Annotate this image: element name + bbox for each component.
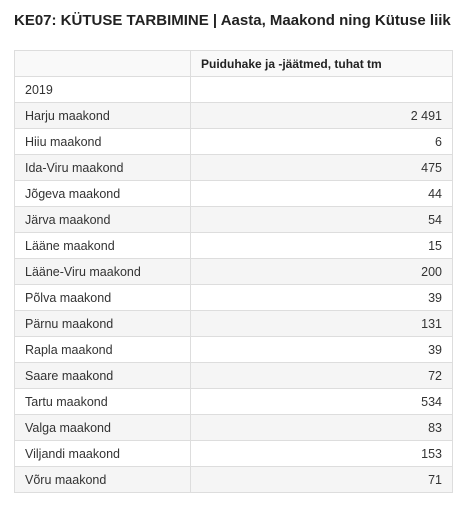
table-row: Jõgeva maakond 44 xyxy=(14,180,453,207)
region-label: Jõgeva maakond xyxy=(14,180,191,207)
region-label: Harju maakond xyxy=(14,102,191,129)
table-row: Pärnu maakond 131 xyxy=(14,310,453,337)
table-row: Lääne-Viru maakond 200 xyxy=(14,258,453,285)
region-value: 39 xyxy=(190,284,453,311)
region-value: 200 xyxy=(190,258,453,285)
region-label: Hiiu maakond xyxy=(14,128,191,155)
region-value: 475 xyxy=(190,154,453,181)
region-label: Tartu maakond xyxy=(14,388,191,415)
table-row: Hiiu maakond 6 xyxy=(14,128,453,155)
header-cell-fuel-type: Puiduhake ja -jäätmed, tuhat tm xyxy=(190,50,453,77)
table-row: Saare maakond 72 xyxy=(14,362,453,389)
region-label: Järva maakond xyxy=(14,206,191,233)
table-row: Põlva maakond 39 xyxy=(14,284,453,311)
table-row: Ida-Viru maakond 475 xyxy=(14,154,453,181)
data-table: Puiduhake ja -jäätmed, tuhat tm 2019 Har… xyxy=(14,50,453,493)
region-label: Võru maakond xyxy=(14,466,191,493)
region-label: Põlva maakond xyxy=(14,284,191,311)
table-header-row: Puiduhake ja -jäätmed, tuhat tm xyxy=(14,50,453,77)
region-value: 2 491 xyxy=(190,102,453,129)
page-title: KE07: KÜTUSE TARBIMINE | Aasta, Maakond … xyxy=(14,12,451,29)
region-label: Valga maakond xyxy=(14,414,191,441)
region-value: 54 xyxy=(190,206,453,233)
table-row: Harju maakond 2 491 xyxy=(14,102,453,129)
table-row: Võru maakond 71 xyxy=(14,466,453,493)
region-label: Saare maakond xyxy=(14,362,191,389)
region-value: 39 xyxy=(190,336,453,363)
region-value: 71 xyxy=(190,466,453,493)
region-value: 15 xyxy=(190,232,453,259)
table-row: Järva maakond 54 xyxy=(14,206,453,233)
year-value xyxy=(190,76,453,103)
region-label: Ida-Viru maakond xyxy=(14,154,191,181)
region-value: 44 xyxy=(190,180,453,207)
region-value: 72 xyxy=(190,362,453,389)
region-value: 131 xyxy=(190,310,453,337)
region-label: Viljandi maakond xyxy=(14,440,191,467)
region-label: Pärnu maakond xyxy=(14,310,191,337)
year-row: 2019 xyxy=(14,76,453,103)
region-value: 534 xyxy=(190,388,453,415)
region-label: Lääne-Viru maakond xyxy=(14,258,191,285)
region-value: 83 xyxy=(190,414,453,441)
table-row: Lääne maakond 15 xyxy=(14,232,453,259)
region-value: 6 xyxy=(190,128,453,155)
table-row: Rapla maakond 39 xyxy=(14,336,453,363)
region-value: 153 xyxy=(190,440,453,467)
table-row: Viljandi maakond 153 xyxy=(14,440,453,467)
header-cell-region xyxy=(14,50,191,77)
year-label: 2019 xyxy=(14,76,191,103)
table-row: Valga maakond 83 xyxy=(14,414,453,441)
region-label: Lääne maakond xyxy=(14,232,191,259)
region-label: Rapla maakond xyxy=(14,336,191,363)
table-row: Tartu maakond 534 xyxy=(14,388,453,415)
